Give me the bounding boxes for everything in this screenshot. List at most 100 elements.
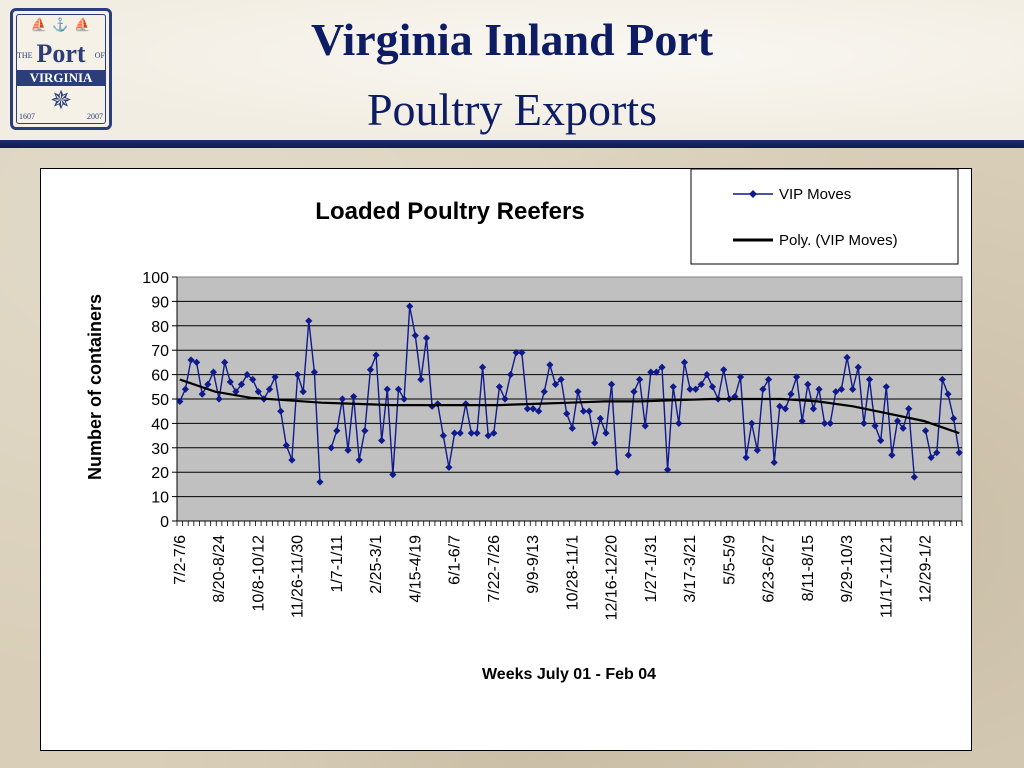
x-tick-label: 12/29-1/2 xyxy=(918,535,935,603)
x-tick-label: 7/2-7/6 xyxy=(172,535,189,585)
poultry-reefers-chart: Loaded Poultry Reefers 0 10 20 30 40 50 60 70 80… xyxy=(85,169,963,683)
vip-moves-point xyxy=(832,388,840,396)
legend-box xyxy=(690,169,959,265)
vip-moves-point xyxy=(473,429,481,437)
vip-moves-point xyxy=(669,383,677,391)
x-tick-label: 1/27-1/31 xyxy=(643,535,660,603)
vip-moves-point xyxy=(282,441,290,449)
vip-moves-point xyxy=(882,383,890,391)
legend-label-vip-moves: VIP Moves xyxy=(779,186,851,203)
chart-panel: Loaded Poultry Reefers 0 10 20 30 40 50 60 70 80… xyxy=(40,168,972,751)
logo-years: 1607 2007 xyxy=(19,112,103,121)
vip-moves-point xyxy=(585,407,593,415)
slide-header: ⛵ ⚓ ⛵ THE Port OF VIRGINIA ✵ 1607 2007 V… xyxy=(0,0,1024,140)
vip-moves-point xyxy=(574,388,582,396)
y-tick-label-100: 100 xyxy=(142,270,169,287)
x-tick-label: 8/11-8/15 xyxy=(800,535,817,602)
plot-area xyxy=(176,276,963,522)
vip-moves-point xyxy=(445,463,453,471)
vip-moves-point xyxy=(787,390,795,398)
x-tick-label: 3/17-3/21 xyxy=(682,535,699,603)
vip-moves-point xyxy=(383,385,391,393)
vip-moves-point xyxy=(535,407,543,415)
x-tick-label: 9/29-10/3 xyxy=(839,535,856,603)
y-axis: 0 10 20 30 40 50 60 70 80 90 100 xyxy=(142,270,178,531)
x-tick-label: 6/23-6/27 xyxy=(761,535,778,603)
vip-moves-point xyxy=(271,373,279,381)
x-tick-label: 10/8-10/12 xyxy=(250,535,267,612)
vip-moves-point xyxy=(921,427,930,435)
logo-frame xyxy=(16,14,106,124)
x-tick-label: 7/22-7/26 xyxy=(486,535,503,603)
vip-moves-point xyxy=(333,427,341,435)
legend-label-poly-trend: Poly. (VIP Moves) xyxy=(779,232,898,249)
vip-moves-point xyxy=(462,400,470,408)
vip-moves-point xyxy=(804,380,812,388)
vip-moves-point xyxy=(630,388,638,396)
logo-year-end: 2007 xyxy=(87,112,103,121)
vip-moves-line xyxy=(627,357,915,478)
vip-moves-point xyxy=(450,429,459,437)
vip-moves-point xyxy=(770,458,778,467)
x-tick-label: 1/7-1/11 xyxy=(329,535,346,593)
chart-title: Loaded Poultry Reefers xyxy=(315,198,584,225)
vip-moves-point xyxy=(742,453,750,462)
vip-moves-point xyxy=(355,456,363,464)
vip-moves-point xyxy=(826,419,834,427)
vip-moves-point xyxy=(933,449,941,457)
vip-moves-point xyxy=(748,419,756,427)
vip-moves-point xyxy=(215,395,223,403)
vip-moves-point xyxy=(249,375,257,384)
y-tick-label-30: 30 xyxy=(151,441,169,458)
vip-moves-point xyxy=(753,446,761,454)
vip-moves-point xyxy=(316,478,324,486)
vip-moves-point xyxy=(389,471,397,479)
compass-star-icon: ✵ xyxy=(50,85,72,115)
vip-moves-point xyxy=(692,385,700,393)
vip-moves-point xyxy=(232,388,240,396)
vip-moves-point xyxy=(849,385,857,393)
vip-moves-point xyxy=(579,407,588,415)
vip-moves-point xyxy=(394,385,403,393)
vip-moves-point xyxy=(237,380,246,388)
vip-moves-point xyxy=(540,388,548,396)
vip-moves-point xyxy=(624,451,632,459)
vip-moves-point xyxy=(591,439,599,447)
vip-moves-point xyxy=(697,380,705,388)
vip-moves-point xyxy=(927,453,935,462)
y-tick-label-80: 80 xyxy=(151,319,169,336)
vip-moves-point xyxy=(602,429,610,437)
y-tick-label-10: 10 xyxy=(151,490,169,507)
vip-moves-point xyxy=(888,451,896,459)
vip-moves-point xyxy=(198,390,206,398)
vip-moves-point xyxy=(518,349,526,357)
vip-moves-point xyxy=(910,473,918,481)
legend-diamond-icon xyxy=(749,190,757,198)
vip-moves-point xyxy=(613,468,621,476)
vip-moves-point xyxy=(293,371,302,379)
slide-subtitle: Poultry Exports xyxy=(366,84,658,135)
y-tick-label-20: 20 xyxy=(151,465,169,482)
vip-moves-point xyxy=(821,419,829,427)
slide-title: Virginia Inland Port xyxy=(310,14,714,65)
vip-moves-point xyxy=(871,422,879,430)
logo-virginia-band: VIRGINIA xyxy=(17,70,105,86)
vip-moves-point xyxy=(439,432,447,440)
header-divider xyxy=(0,140,1024,148)
vip-moves-point xyxy=(781,405,789,413)
vip-moves-point xyxy=(815,385,823,393)
port-of-virginia-logo: ⛵ ⚓ ⛵ THE Port OF VIRGINIA ✵ 1607 2007 xyxy=(10,8,112,130)
vip-moves-point xyxy=(490,429,498,437)
vip-moves-point xyxy=(478,363,487,371)
logo-year-start: 1607 xyxy=(19,112,35,121)
vip-moves-point xyxy=(944,390,952,398)
y-tick-label-90: 90 xyxy=(151,294,169,311)
vip-moves-point xyxy=(434,400,442,408)
vip-moves-point xyxy=(568,424,576,432)
y-axis-label: Number of containers xyxy=(85,294,105,480)
x-tick-label: 9/9-9/13 xyxy=(525,535,542,594)
vip-moves-point xyxy=(899,424,907,432)
logo-of-text: OF xyxy=(94,51,105,60)
vip-moves-point xyxy=(877,436,885,445)
vip-moves-point xyxy=(759,385,767,393)
